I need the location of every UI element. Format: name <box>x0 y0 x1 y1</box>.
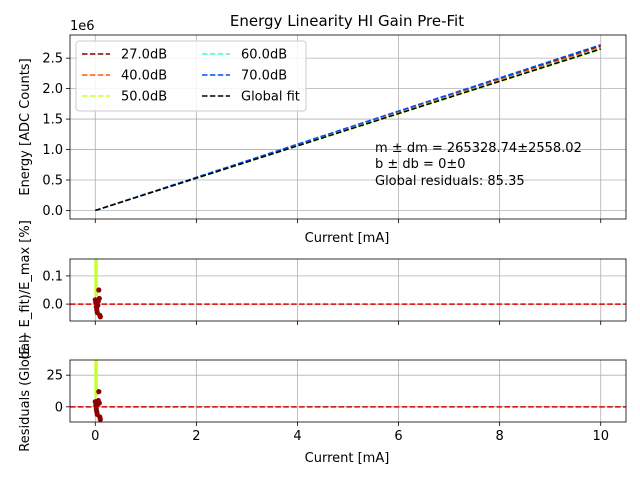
data-point <box>94 309 100 316</box>
legend-label: 50.0dB <box>121 90 167 105</box>
main-plot-ticks: 0.0 0.5 1.0 1.5 2.0 2.5 <box>42 52 602 223</box>
legend-items: 27.0dB 40.0dB 50.0dB 60.0dB 70.0dB Global fit <box>82 48 300 105</box>
main-x-label: Current [mA] <box>305 231 390 246</box>
residuals-y-label: Residuals (Global) <box>18 334 33 451</box>
y-offset-label: 1e6 <box>70 19 95 34</box>
y-tick-label: 25 <box>46 369 63 384</box>
chart-title: Energy Linearity HI Gain Pre-Fit <box>230 12 464 30</box>
legend-label: 60.0dB <box>241 48 287 63</box>
x-tick-label: 8 <box>495 429 503 444</box>
residuals-plot-frame <box>69 359 627 423</box>
legend-label: 40.0dB <box>121 69 167 84</box>
legend: 27.0dB 40.0dB 50.0dB 60.0dB 70.0dB Global fit <box>75 40 307 112</box>
x-tick-label: 10 <box>592 429 609 444</box>
main-plot-series <box>95 44 601 212</box>
y-tick-label: 2.5 <box>42 52 63 67</box>
data-point <box>96 295 102 302</box>
main-plot: 0.0 0.5 1.0 1.5 2.0 2.5 Energy Linearity HI G… <box>18 12 627 246</box>
data-point <box>93 300 99 306</box>
x-tick-label: 0 <box>91 429 99 444</box>
deviation-y-label: (E − E_fit)/E_max [%] <box>18 220 33 360</box>
y-tick-label: 0.0 <box>42 298 63 313</box>
annotation-slope: m ± dm = 265328.74±2558.02 <box>375 141 582 156</box>
fit-annotation: m ± dm = 265328.74±2558.02 b ± db = 0±0 … <box>375 141 582 189</box>
residuals-plot-data <box>70 360 626 423</box>
series-line-Global fit <box>95 48 601 212</box>
x-tick-label: 4 <box>293 429 301 444</box>
data-point <box>94 411 100 418</box>
y-tick-label: 0.0 <box>42 204 63 219</box>
deviation-plot-grid <box>70 259 626 321</box>
y-tick-label: 0.5 <box>42 174 63 189</box>
data-point <box>96 287 102 293</box>
main-plot-frame <box>69 34 627 220</box>
residuals-plot: 0 2 4 6 8 10 0 25 Current [mA] Residuals (Globa… <box>18 334 627 466</box>
data-point <box>96 389 102 395</box>
deviation-plot-ticks: 0.0 0.1 <box>42 269 602 325</box>
x-tick-label: 6 <box>394 429 402 444</box>
residuals-plot-ticks: 0 2 4 6 8 10 0 25 <box>46 369 609 444</box>
y-tick-label: 1.5 <box>42 113 63 128</box>
deviation-plot-frame <box>69 258 627 322</box>
deviation-plot: 0.0 0.1 (E − E_fit)/E_max [%] <box>18 220 627 360</box>
main-y-label: Energy [ADC Counts] <box>18 58 33 195</box>
residuals-plot-grid <box>70 360 626 422</box>
data-point <box>97 314 103 320</box>
y-tick-label: 1.0 <box>42 143 63 158</box>
y-tick-label: 0 <box>55 400 63 415</box>
data-point <box>93 402 99 409</box>
legend-label: Global fit <box>241 90 300 105</box>
legend-frame <box>75 40 307 112</box>
y-tick-label: 2.0 <box>42 82 63 97</box>
legend-label: 27.0dB <box>121 48 167 63</box>
variance-band <box>94 259 98 296</box>
x-tick-label: 2 <box>192 429 200 444</box>
annotation-residuals: Global residuals: 85.35 <box>375 174 525 189</box>
residuals-x-label: Current [mA] <box>305 451 390 466</box>
data-point <box>97 416 103 423</box>
deviation-plot-data <box>70 259 626 320</box>
annotation-intercept: b ± db = 0±0 <box>375 157 466 172</box>
legend-label: 70.0dB <box>241 69 287 84</box>
variance-band <box>94 360 98 397</box>
y-tick-label: 0.1 <box>42 269 63 284</box>
